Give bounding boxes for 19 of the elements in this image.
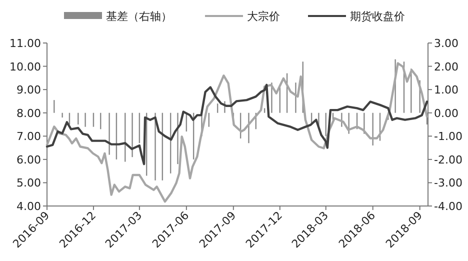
legend-label: 基差（右轴） — [106, 10, 172, 23]
y2-tick-label: 1.00 — [434, 84, 458, 97]
y-tick-label: 6.00 — [16, 153, 41, 166]
legend-label: 期货收盘价 — [350, 10, 405, 23]
y2-tick-label: 2.00 — [434, 60, 458, 74]
y-tick-label: 5.00 — [16, 176, 41, 190]
y-tick-label: 8.00 — [16, 106, 41, 120]
y2-tick-label: -2.00 — [434, 153, 462, 166]
y2-tick-label: -4.00 — [434, 200, 462, 213]
y-tick-label: 11.00 — [10, 37, 41, 50]
y-tick-label: 10.00 — [10, 60, 41, 74]
y2-tick-label: -1.00 — [434, 130, 462, 144]
y2-tick-label: 0.00 — [434, 106, 458, 120]
y2-tick-label: 3.00 — [434, 37, 458, 50]
legend-label: 大宗价 — [247, 10, 280, 23]
y-tick-label: 9.00 — [16, 84, 41, 97]
y-tick-label: 4.00 — [16, 200, 41, 213]
y2-tick-label: -3.00 — [434, 176, 462, 190]
y-tick-label: 7.00 — [16, 130, 41, 144]
